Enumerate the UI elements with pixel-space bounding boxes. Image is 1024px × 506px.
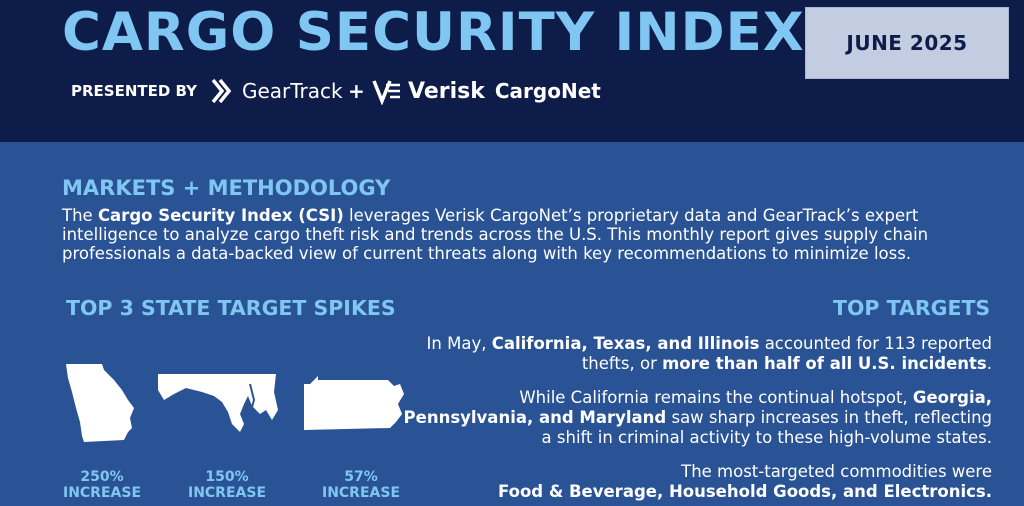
p1-share: more than half of all U.S. incidents [662, 354, 987, 373]
maryland-increase-label: INCREASE [187, 485, 267, 501]
maryland-map-icon [158, 374, 278, 432]
verisk-wordmark: Verisk [408, 78, 485, 104]
p2-text-c: saw sharp increases in theft, reflecting… [541, 408, 992, 447]
p3-text-a: The most-targeted commodities were [681, 462, 992, 481]
plus-sign: + [348, 79, 365, 103]
georgia-increase: 250% INCREASE [47, 469, 157, 501]
p1-text-a: In May, [426, 334, 492, 353]
georgia-increase-label: INCREASE [62, 485, 142, 501]
pennsylvania-increase: 57% INCREASE [306, 469, 416, 501]
spikes-heading: TOP 3 STATE TARGET SPIKES [66, 296, 396, 320]
geartrack-wordmark: GearTrack [242, 79, 343, 103]
p2-text-a: While California remains the continual h… [519, 388, 913, 407]
verisk-cargonet-logo: Verisk CargoNet [372, 76, 601, 106]
pennsylvania-increase-label: INCREASE [321, 485, 401, 501]
targets-paragraph-3: The most-targeted commodities were Food &… [392, 462, 992, 502]
geartrack-icon [211, 78, 232, 104]
p1-states: California, Texas, and Illinois [491, 334, 760, 353]
p2-states: Georgia, Pennsylvania, and Maryland [403, 388, 992, 427]
methodology-heading: MARKETS + METHODOLOGY [62, 176, 391, 200]
verisk-icon [372, 80, 400, 105]
methodology-text-a: The [62, 206, 98, 225]
maryland-increase: 150% INCREASE [172, 469, 282, 501]
p1-text-e: . [986, 354, 992, 373]
page-title: CARGO SECURITY INDEX [62, 2, 805, 63]
cargonet-wordmark: CargoNet [494, 79, 601, 103]
date-badge: JUNE 2025 [805, 7, 1009, 79]
pennsylvania-map-icon [304, 376, 404, 430]
targets-paragraph-2: While California remains the continual h… [392, 388, 992, 448]
targets-heading: TOP TARGETS [833, 296, 991, 320]
maryland-pct: 150% [205, 469, 249, 485]
georgia-pct: 250% [80, 469, 124, 485]
methodology-text: The Cargo Security Index (CSI) leverages… [62, 206, 992, 263]
targets-paragraph-1: In May, California, Texas, and Illinois … [392, 334, 992, 374]
geartrack-logo: GearTrack [210, 76, 343, 106]
presented-by-label: PRESENTED BY [71, 82, 198, 100]
p3-commodities: Food & Beverage, Household Goods, and El… [498, 482, 992, 501]
csi-term: Cargo Security Index (CSI) [97, 206, 344, 225]
p1-text-c: accounted for 113 reported thefts, or [581, 334, 992, 373]
methodology-text-b: leverages Verisk CargoNet’s proprietary … [62, 206, 929, 263]
georgia-map-icon [66, 364, 134, 442]
header-banner: CARGO SECURITY INDEX PRESENTED BY GearTr… [0, 0, 1024, 142]
pennsylvania-pct: 57% [344, 469, 378, 485]
